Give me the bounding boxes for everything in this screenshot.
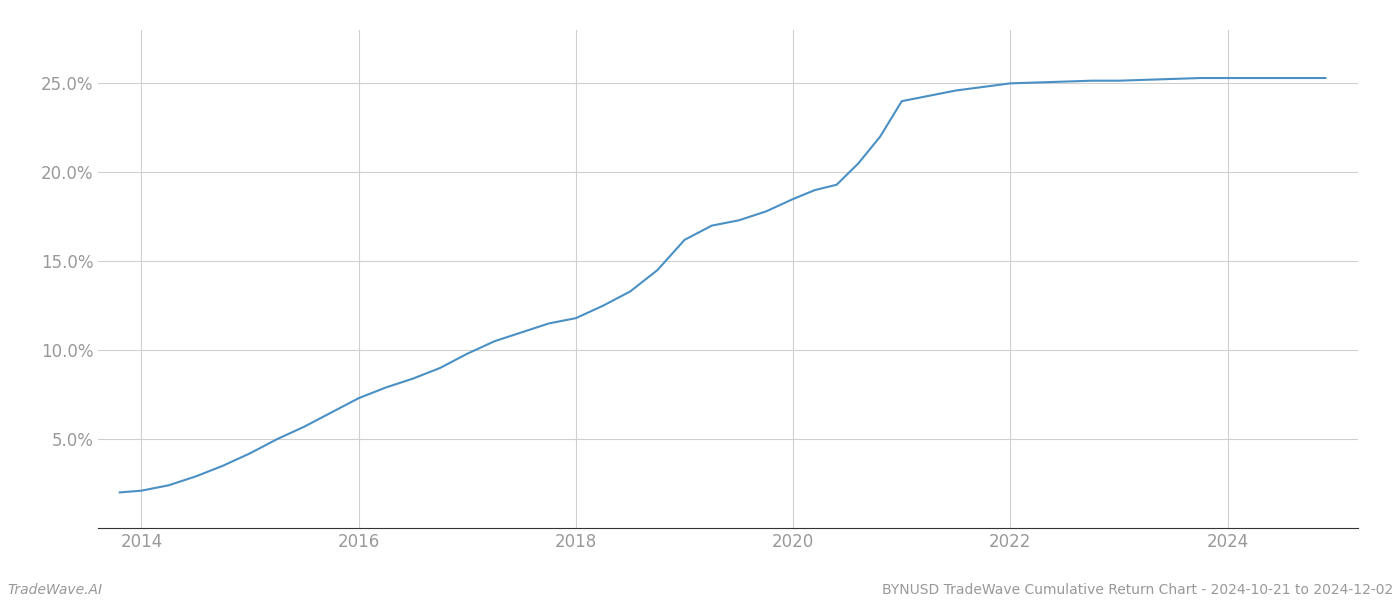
Text: BYNUSD TradeWave Cumulative Return Chart - 2024-10-21 to 2024-12-02: BYNUSD TradeWave Cumulative Return Chart… <box>882 583 1393 597</box>
Text: TradeWave.AI: TradeWave.AI <box>7 583 102 597</box>
